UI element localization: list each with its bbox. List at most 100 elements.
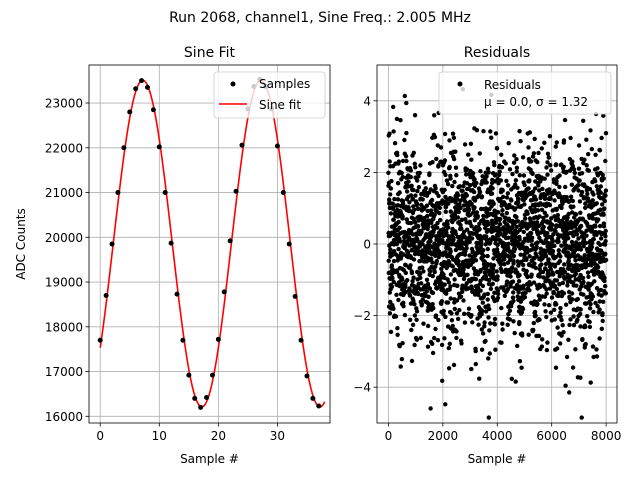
sample-point — [97, 337, 103, 343]
residual-point — [563, 383, 568, 388]
residual-point — [438, 145, 444, 150]
residual-point — [470, 249, 475, 254]
residual-point — [603, 228, 608, 234]
residual-point — [510, 295, 516, 300]
residual-point — [544, 213, 549, 218]
residual-point — [595, 304, 600, 309]
residual-point — [492, 290, 497, 295]
residual-point — [402, 137, 407, 143]
residual-point — [539, 262, 544, 267]
residual-point — [564, 243, 569, 248]
residual-point — [509, 269, 514, 274]
suptitle: Run 2068, channel1, Sine Freq.: 2.005 MH… — [169, 10, 471, 26]
residual-point — [515, 196, 521, 201]
residual-point — [409, 358, 415, 364]
residual-point — [443, 209, 448, 214]
residual-point — [443, 172, 448, 178]
residual-point — [482, 324, 487, 329]
residual-point — [459, 341, 464, 346]
residual-point — [518, 252, 523, 257]
residual-point — [410, 196, 415, 202]
residual-point — [571, 204, 576, 209]
sample-point — [204, 394, 210, 400]
residual-point — [464, 220, 469, 225]
residual-point — [492, 322, 498, 327]
residual-point — [580, 337, 585, 342]
residual-point — [530, 154, 536, 159]
residual-point — [416, 174, 421, 179]
residual-point — [413, 165, 418, 170]
residual-point — [400, 201, 406, 206]
residual-point — [493, 347, 498, 352]
residual-point — [387, 131, 392, 136]
residual-point — [415, 224, 421, 229]
residual-point — [505, 322, 510, 327]
residual-point — [402, 93, 407, 99]
residual-point — [525, 211, 530, 216]
residual-point — [458, 222, 463, 228]
residual-point — [484, 180, 489, 185]
residual-point — [470, 320, 475, 325]
residual-point — [430, 341, 435, 346]
residual-point — [516, 290, 521, 295]
residual-point — [603, 251, 608, 256]
residual-point — [443, 204, 449, 210]
residual-point — [390, 276, 395, 281]
residual-point — [442, 282, 447, 287]
residual-point — [505, 287, 510, 292]
residual-point — [602, 198, 607, 204]
residual-point — [506, 241, 511, 246]
residual-point — [553, 144, 558, 149]
residual-point — [395, 326, 400, 331]
residual-point — [454, 298, 460, 303]
residual-point — [603, 158, 608, 164]
residual-point — [481, 253, 486, 259]
residual-point — [541, 218, 547, 224]
residual-point — [512, 246, 518, 252]
residual-point — [480, 331, 486, 336]
residual-point — [408, 220, 414, 226]
residual-point — [479, 194, 485, 199]
residual-point — [474, 210, 480, 215]
residual-point — [601, 299, 606, 304]
residual-point — [420, 241, 425, 247]
residual-point — [412, 113, 418, 118]
residual-point — [544, 291, 549, 296]
residual-point — [586, 287, 591, 292]
residual-point — [430, 350, 436, 356]
residual-point — [560, 323, 565, 328]
residual-point — [542, 194, 548, 199]
residual-point — [434, 258, 439, 264]
residual-point — [587, 319, 592, 325]
residuals-ytick-label: 4 — [363, 94, 371, 108]
residual-point — [578, 307, 583, 312]
residual-point — [600, 311, 605, 316]
residual-point — [603, 131, 609, 136]
residual-point — [448, 272, 454, 277]
residual-point — [593, 152, 598, 157]
residual-point — [419, 229, 424, 235]
residual-point — [590, 198, 595, 203]
residual-point — [515, 185, 520, 190]
residual-point — [515, 294, 520, 299]
residual-point — [511, 290, 516, 295]
residual-point — [537, 214, 542, 219]
sample-point — [168, 240, 174, 246]
residual-point — [577, 178, 582, 183]
residual-point — [512, 153, 517, 158]
residual-point — [408, 193, 414, 198]
residual-point — [391, 217, 396, 222]
residuals-xtick-label: 6000 — [536, 429, 567, 443]
residual-point — [561, 330, 566, 335]
residual-point — [419, 281, 424, 286]
residual-point — [431, 204, 437, 209]
residual-point — [439, 342, 445, 348]
sample-point — [103, 292, 109, 298]
residual-point — [426, 224, 431, 229]
residual-point — [441, 308, 446, 314]
residual-point — [548, 267, 553, 272]
sine-fit-ytick-label: 19000 — [45, 276, 83, 290]
residual-point — [508, 255, 513, 260]
residual-point — [460, 289, 465, 294]
residual-point — [475, 214, 480, 219]
